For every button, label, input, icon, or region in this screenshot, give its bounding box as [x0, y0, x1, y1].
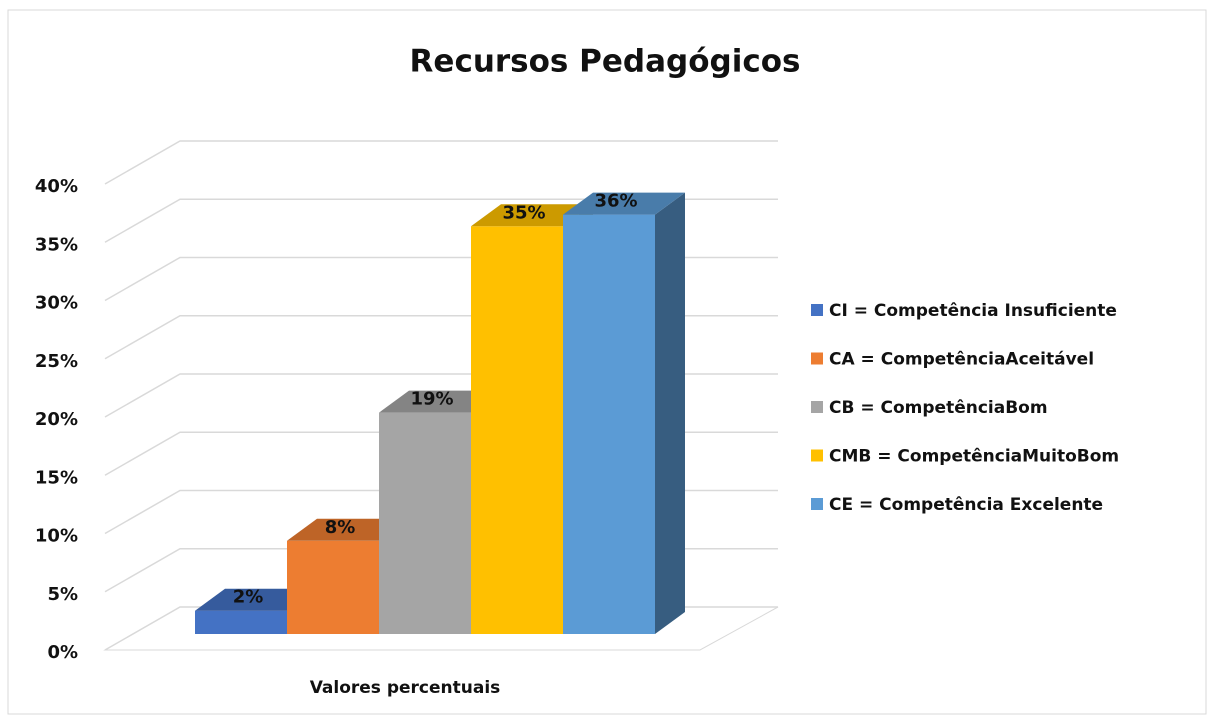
y-tick-label: 5% [47, 584, 78, 605]
y-tick-label: 35% [35, 234, 78, 255]
chart-title: Recursos Pedagógicos [410, 44, 801, 80]
legend-label: CB = CompetênciaBom [829, 398, 1048, 418]
y-tick-label: 40% [35, 176, 78, 197]
bar-top [287, 518, 409, 541]
bar [195, 610, 287, 634]
y-tick-label: 30% [35, 293, 78, 314]
y-tick-label: 10% [35, 526, 78, 547]
y-tick-label: 20% [35, 409, 78, 430]
bar-top [471, 204, 593, 227]
bar [471, 226, 563, 634]
x-tick-label: Valores percentuais [310, 678, 501, 698]
data-label: 8% [325, 517, 356, 538]
legend-swatch [811, 498, 823, 510]
legend-label: CI = Competência Insuficiente [829, 301, 1117, 321]
legend-swatch [811, 449, 823, 462]
legend-swatch [811, 401, 823, 413]
data-label: 2% [233, 587, 264, 608]
bar-top [379, 390, 501, 413]
bar [563, 214, 655, 634]
data-label: 19% [410, 389, 453, 410]
y-tick-label: 15% [35, 467, 78, 488]
legend-label: CA = CompetênciaAceitável [829, 350, 1094, 370]
legend-swatch [811, 304, 823, 316]
data-label: 35% [502, 202, 545, 223]
legend-label: CMB = CompetênciaMuitoBom [829, 447, 1119, 467]
grid-line [104, 198, 778, 243]
bar [287, 540, 379, 634]
legend-label: CE = Competência Excelente [829, 495, 1103, 515]
bar-top [195, 588, 317, 611]
bar-side [655, 192, 685, 634]
data-label: 36% [594, 191, 637, 212]
legend-swatch [811, 352, 823, 365]
bar [379, 412, 471, 634]
y-tick-label: 0% [47, 642, 78, 663]
bar-top [563, 192, 685, 215]
y-tick-label: 25% [35, 351, 78, 372]
grid-line [104, 140, 778, 185]
